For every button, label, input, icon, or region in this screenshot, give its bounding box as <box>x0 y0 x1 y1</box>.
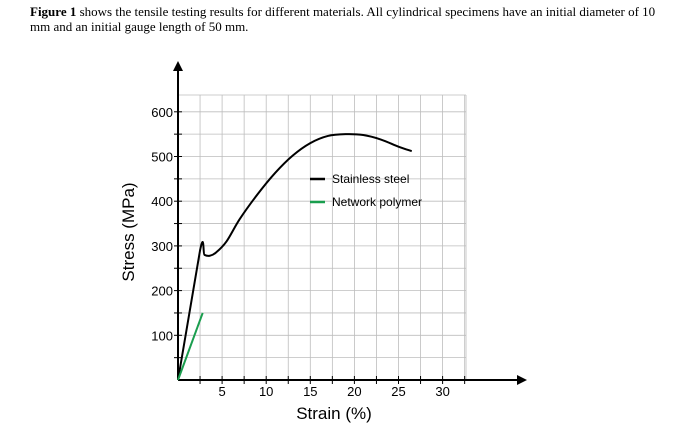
x-tick-label: 10 <box>259 384 273 399</box>
y-tick-label: 400 <box>151 194 173 209</box>
chart-ticks: 5 10 15 20 25 30 100 200 300 400 500 600 <box>151 105 466 399</box>
y-tick-label: 300 <box>151 239 173 254</box>
y-tick-label: 100 <box>151 328 173 343</box>
series-line-0 <box>177 133 413 381</box>
caption-text: shows the tensile testing results for di… <box>30 4 656 34</box>
chart-legend: Stainless steel Network polymer <box>310 172 422 209</box>
x-tick-label: 20 <box>347 384 361 399</box>
x-tick-label: 25 <box>391 384 405 399</box>
legend-label-1: Network polymer <box>332 195 422 209</box>
y-axis-label: Stress (MPa) <box>119 182 138 281</box>
figure-caption: Figure 1 shows the tensile testing resul… <box>30 4 660 34</box>
chart-grid <box>178 94 467 380</box>
x-axis-label: Strain (%) <box>296 404 372 423</box>
y-tick-label: 500 <box>151 150 173 165</box>
x-tick-label: 5 <box>218 384 225 399</box>
legend-label-0: Stainless steel <box>332 172 409 186</box>
y-tick-label: 200 <box>151 284 173 299</box>
y-tick-label: 600 <box>151 105 173 120</box>
caption-figure-ref: Figure 1 <box>30 4 77 19</box>
chart-series <box>177 133 413 381</box>
x-tick-label: 30 <box>435 384 449 399</box>
chart-axes <box>173 61 527 385</box>
series-line-1 <box>177 312 204 381</box>
x-tick-label: 15 <box>303 384 317 399</box>
